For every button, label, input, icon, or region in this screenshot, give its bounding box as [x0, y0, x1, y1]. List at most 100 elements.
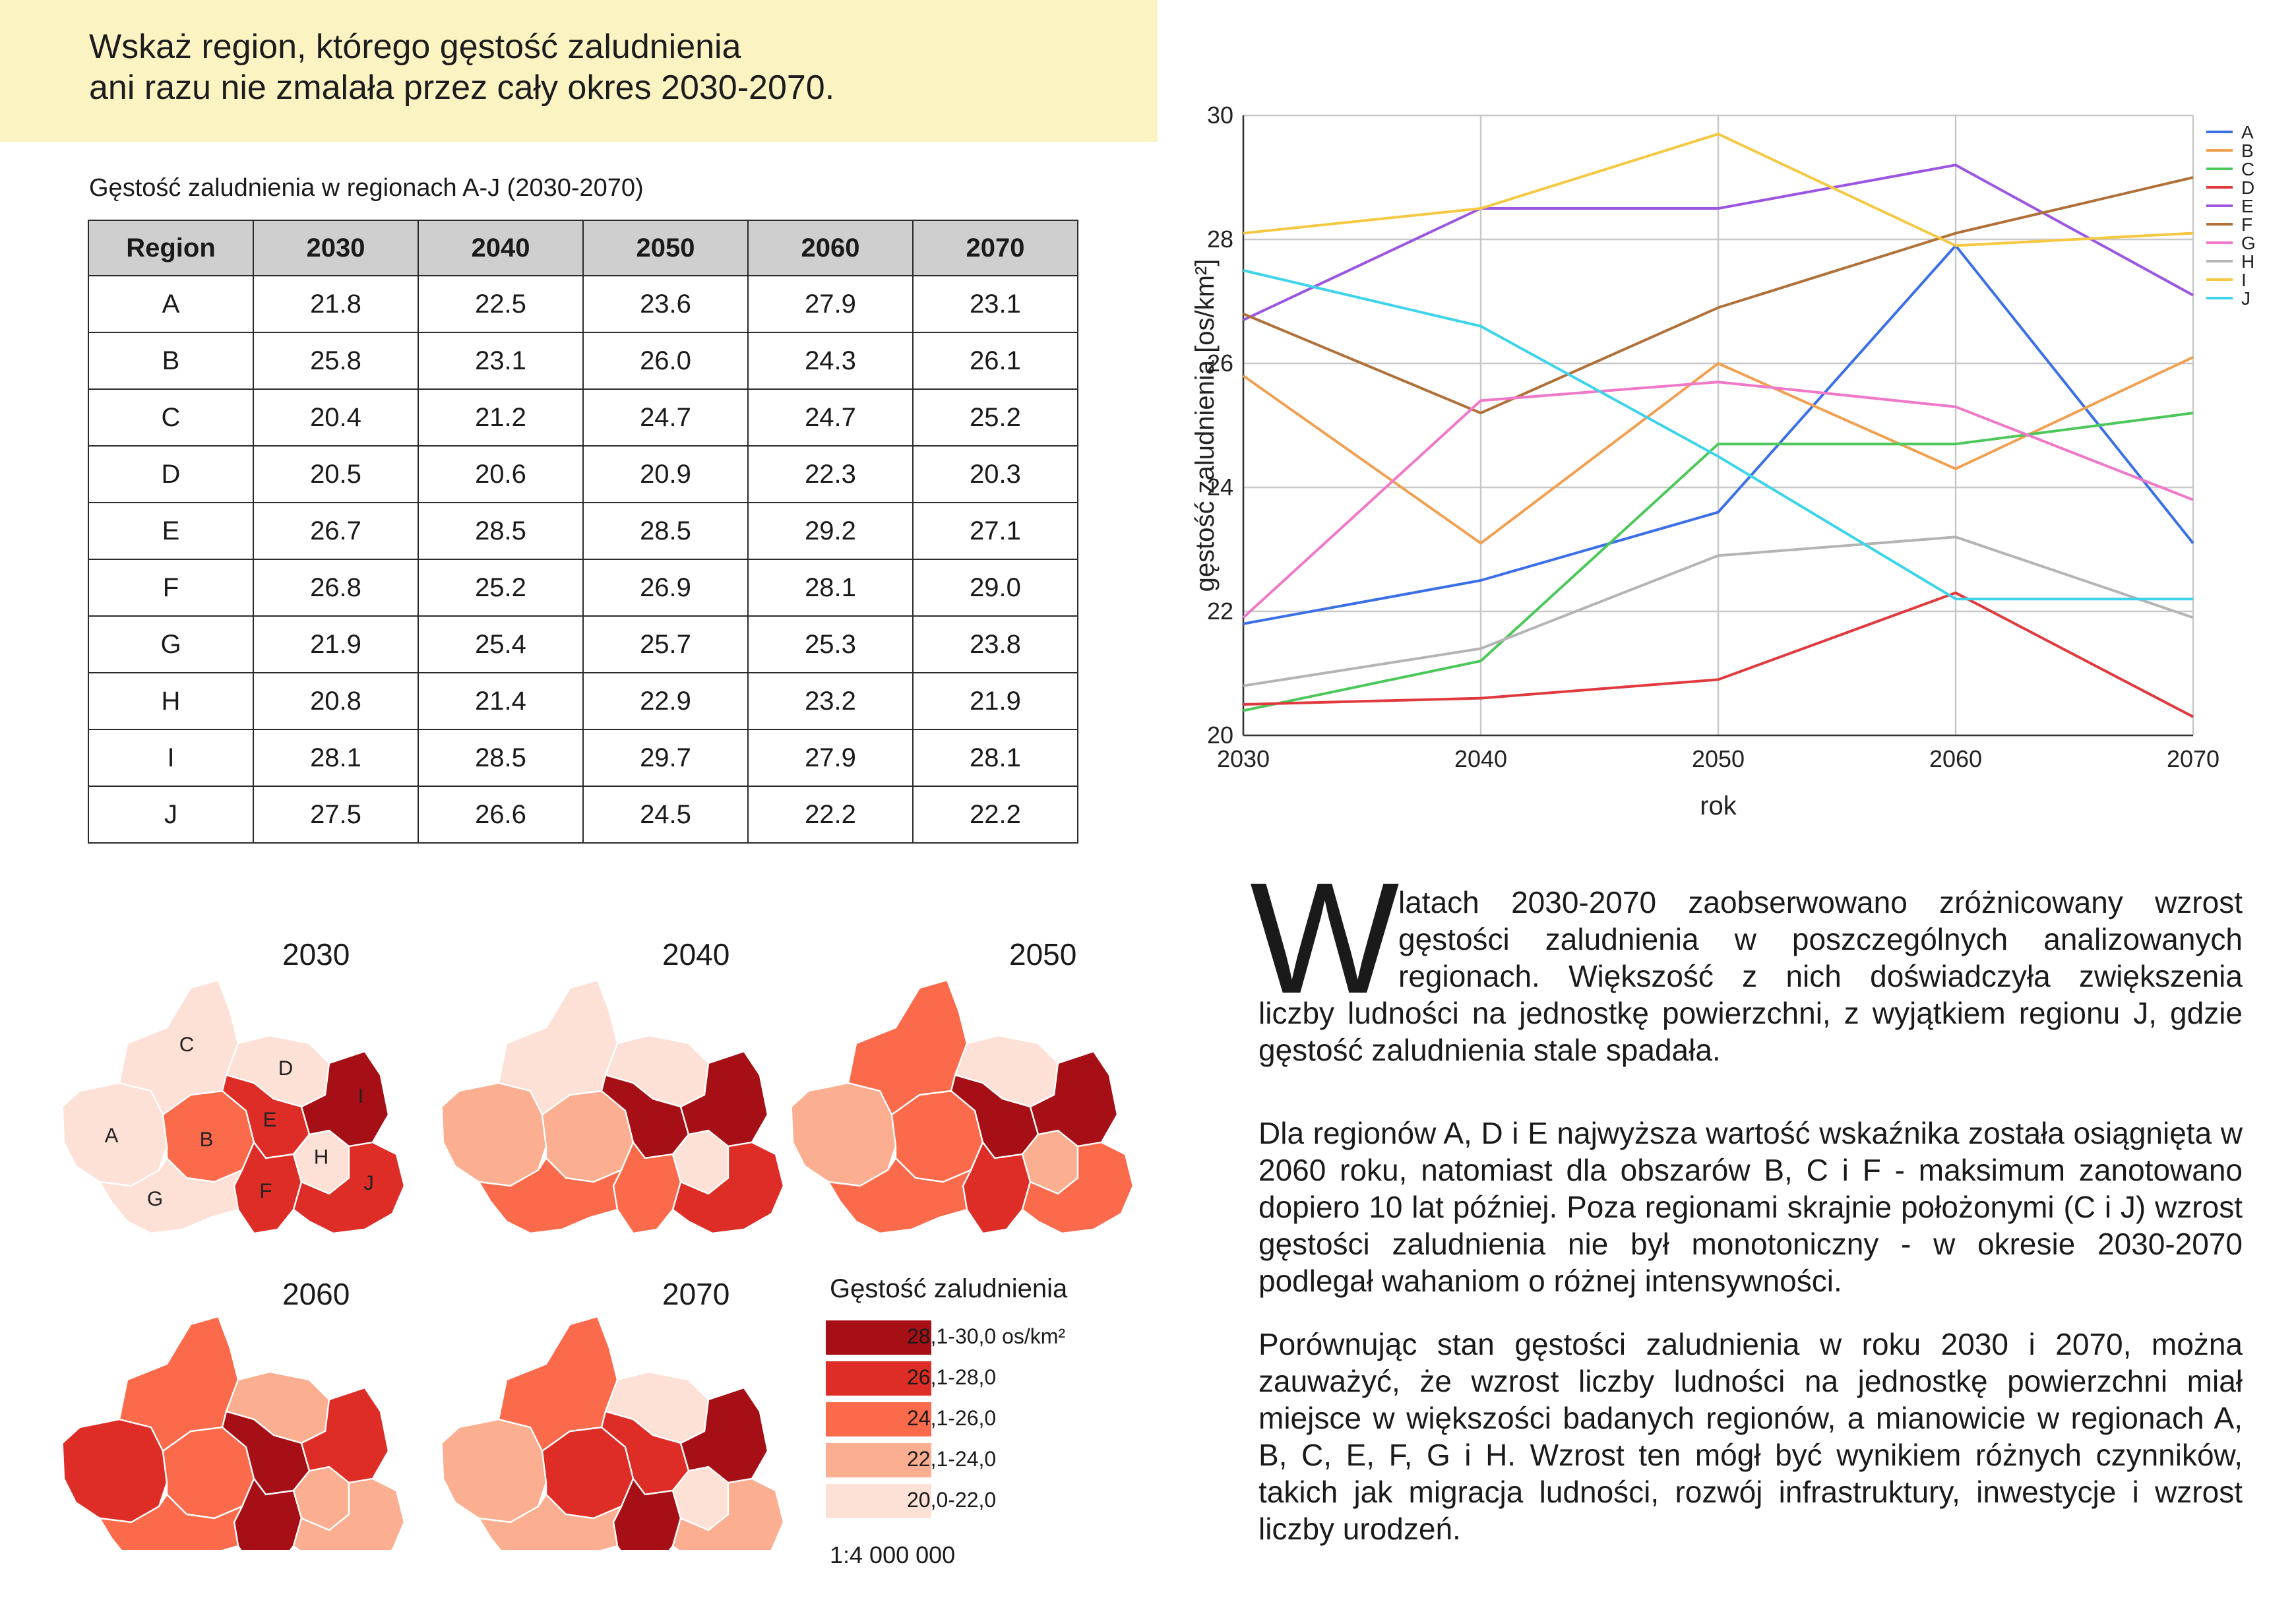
table-cell: 29.0	[912, 559, 1078, 617]
map-region-I	[1029, 1050, 1119, 1148]
series-line-H	[1243, 536, 2194, 687]
map-title-2030: 2030	[282, 937, 350, 972]
table-row: H 20.8 21.4 22.9 23.2 21.9	[88, 672, 1078, 730]
table-cell: 26.7	[253, 502, 419, 560]
map-region-G	[826, 1157, 973, 1235]
legend-label-5: 20,0-22,0	[907, 1488, 997, 1512]
map-region-G	[477, 1157, 623, 1235]
map-region-G	[98, 1493, 244, 1550]
table-cell: G	[88, 615, 254, 673]
drop-cap: W	[1250, 849, 1400, 1026]
table-cell: 28.1	[912, 729, 1078, 787]
table-row: I 28.1 28.5 29.7 27.9 28.1	[88, 729, 1078, 787]
series-line-A	[1243, 244, 2194, 625]
map-2030: A B C D E F G H I J	[61, 979, 406, 1235]
map-region-label: D	[278, 1057, 294, 1080]
table-cell: F	[88, 559, 254, 617]
table-cell: 25.8	[253, 332, 419, 390]
table-cell: 28.1	[747, 559, 914, 617]
legend-label-D: D	[2241, 177, 2254, 198]
x-tick-label: 2040	[1454, 745, 1507, 772]
map-2050	[790, 979, 1134, 1235]
map-region-label: C	[179, 1033, 195, 1056]
legend-label-2: 26,1-28,0	[907, 1365, 997, 1389]
table-cell: 21.8	[253, 275, 419, 333]
table-header-cell: 2060	[747, 220, 914, 276]
table-cell: I	[88, 729, 254, 787]
map-region-I	[300, 1386, 390, 1484]
table-cell: 27.1	[912, 502, 1078, 560]
legend-label-G: G	[2241, 233, 2256, 253]
map-region-I	[300, 1050, 390, 1148]
legend-label-4: 22,1-24,0	[907, 1447, 997, 1471]
legend-label-A: A	[2241, 122, 2254, 142]
table-cell: 23.6	[582, 275, 749, 333]
table-row: E 26.7 28.5 28.5 29.2 27.1	[88, 502, 1078, 560]
map-region-label: H	[314, 1145, 329, 1168]
table-cell: 21.4	[418, 672, 584, 730]
table-cell: 29.7	[582, 729, 749, 787]
legend-label-1: 28,1-30,0 os/km²	[907, 1324, 1066, 1348]
legend-swatch-2	[826, 1361, 931, 1396]
table-cell: 25.4	[418, 615, 584, 673]
question-box: Wskaż region, którego gęstość zaludnieni…	[0, 0, 1158, 142]
map-2070	[441, 1315, 785, 1550]
paragraph-2: Dla regionów A, D i E najwyższa wartość …	[1258, 1116, 2243, 1298]
map-region-J	[671, 1477, 785, 1550]
series-line-C	[1243, 412, 2194, 712]
x-tick-label: 2050	[1692, 745, 1745, 772]
map-region-label: I	[358, 1084, 364, 1107]
table-row: J 27.5 26.6 24.5 22.2 22.2	[88, 786, 1078, 844]
table-row: D 20.5 20.6 20.9 22.3 20.3	[88, 445, 1078, 503]
question-line-1: Wskaż region, którego gęstość zaludnieni…	[89, 28, 741, 66]
choropleth-maps: A B C D E F G H I J	[61, 979, 1134, 1550]
map-region-A	[441, 1082, 547, 1187]
map-region-A	[790, 1082, 897, 1187]
table-header-cell: 2040	[418, 220, 584, 276]
table-cell: H	[88, 672, 254, 730]
table-cell: 21.9	[912, 672, 1078, 730]
y-tick-label: 22	[1207, 598, 1233, 625]
table-cell: D	[88, 445, 254, 503]
map-2040	[441, 979, 785, 1235]
table-cell: A	[88, 275, 254, 333]
legend-label-E: E	[2241, 196, 2254, 216]
paragraph-1-rest: liczby ludności na jednostkę powierzchni…	[1258, 996, 2243, 1067]
table-cell: 20.8	[253, 672, 419, 730]
y-tick-label: 20	[1207, 722, 1233, 749]
table-cell: 27.5	[253, 786, 419, 844]
table-row: A 21.8 22.5 23.6 27.9 23.1	[88, 275, 1078, 333]
map-2060	[61, 1315, 406, 1550]
table-cell: 28.1	[253, 729, 419, 787]
table-cell: 26.9	[582, 559, 749, 617]
table-cell: 20.4	[253, 388, 419, 447]
legend-label-F: F	[2241, 214, 2252, 235]
map-region-label: B	[200, 1128, 214, 1151]
map-legend-title: Gęstość zaludnienia	[830, 1274, 1068, 1303]
table-cell: 28.5	[582, 502, 749, 560]
table-cell: 20.9	[582, 445, 749, 503]
table-cell: E	[88, 502, 254, 560]
legend-swatch-5	[826, 1484, 931, 1518]
table-cell: 20.3	[912, 445, 1078, 503]
table-row: B 25.8 23.1 26.0 24.3 26.1	[88, 332, 1078, 390]
table-cell: 27.9	[747, 729, 914, 787]
map-region-J	[292, 1477, 406, 1550]
table-cell: 26.8	[253, 559, 419, 617]
map-scale: 1:4 000 000	[830, 1541, 956, 1568]
map-region-label: F	[259, 1179, 272, 1202]
table-cell: 24.5	[582, 786, 749, 844]
table-cell: 25.3	[747, 615, 914, 673]
table-cell: 26.1	[912, 332, 1078, 390]
density-table: Region 2030 2040 2050 2060 2070 A 21.8 22.5 23.6 2…	[88, 220, 1078, 844]
map-region-A	[61, 1082, 168, 1187]
table-cell: 25.2	[912, 388, 1078, 447]
table-header-row: Region 2030 2040 2050 2060 2070	[88, 220, 1078, 276]
y-axis-label: gęstość zaludnienia [os/km²]	[1191, 259, 1220, 592]
map-region-label: A	[105, 1124, 119, 1147]
table-cell: 23.8	[912, 615, 1078, 673]
series-line-B	[1242, 355, 2194, 545]
table-cell: 23.2	[747, 672, 914, 730]
series-line-F	[1243, 176, 2194, 415]
map-region-label: E	[263, 1108, 277, 1131]
